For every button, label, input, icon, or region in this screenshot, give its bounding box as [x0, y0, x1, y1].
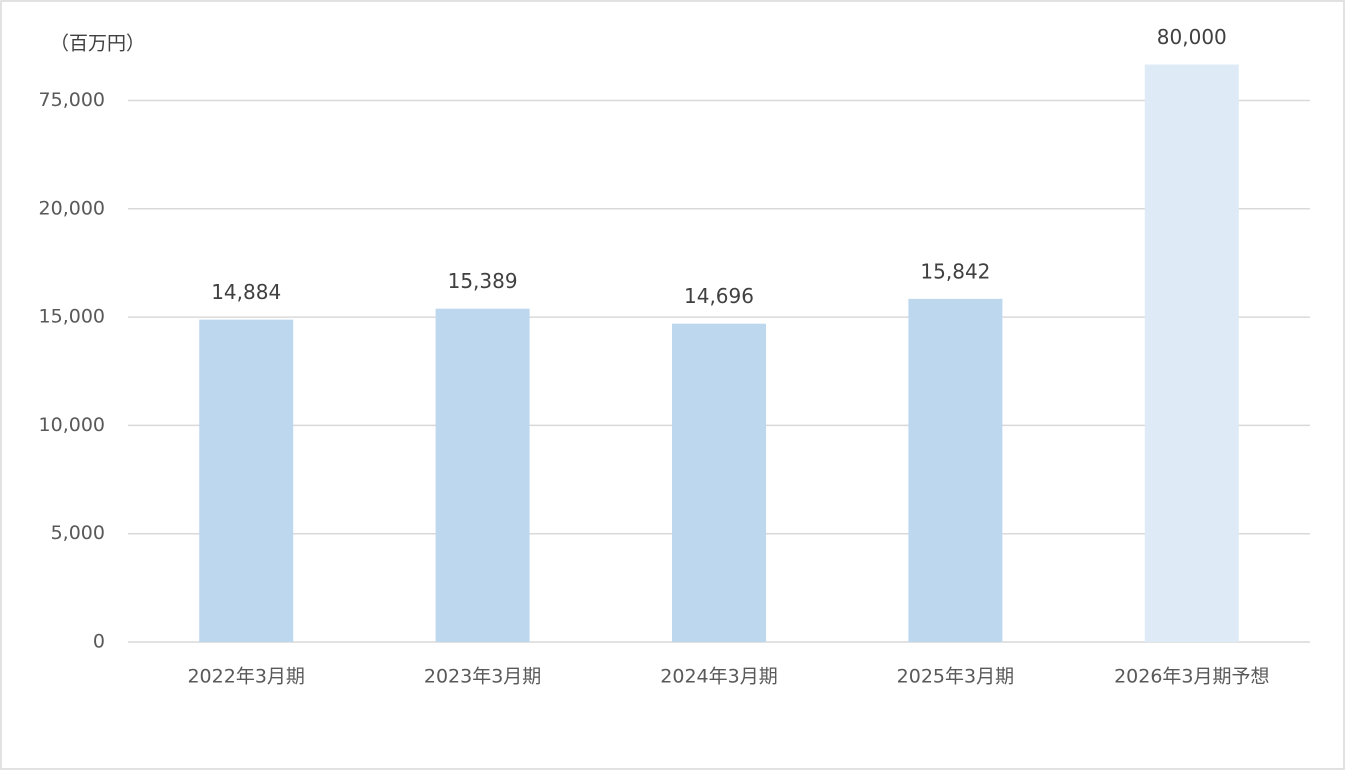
- x-tick-label: 2022年3月期: [187, 666, 304, 688]
- y-tick-label: 75,000: [39, 89, 105, 111]
- value-label: 14,884: [211, 280, 281, 304]
- bar: [435, 308, 530, 642]
- unit-label: （百万円）: [50, 33, 145, 55]
- y-tick-label: 10,000: [39, 414, 105, 436]
- value-label: 80,000: [1157, 25, 1227, 49]
- y-tick-label: 15,000: [39, 306, 105, 328]
- bar: [1144, 64, 1239, 642]
- value-label: 15,842: [920, 259, 990, 283]
- value-label: 15,389: [448, 269, 518, 293]
- y-tick-label: 5,000: [51, 522, 105, 544]
- bar: [199, 319, 294, 642]
- x-tick-label: 2023年3月期: [424, 666, 541, 688]
- bar: [672, 323, 766, 642]
- value-label: 14,696: [684, 284, 754, 308]
- x-tick-label: 2024年3月期: [660, 666, 777, 688]
- x-tick-label: 2025年3月期: [897, 666, 1014, 688]
- y-tick-label: 20,000: [39, 197, 105, 219]
- y-tick-label: 0: [93, 631, 105, 653]
- bar: [908, 298, 1003, 642]
- x-tick-label: 2026年3月期予想: [1114, 666, 1269, 688]
